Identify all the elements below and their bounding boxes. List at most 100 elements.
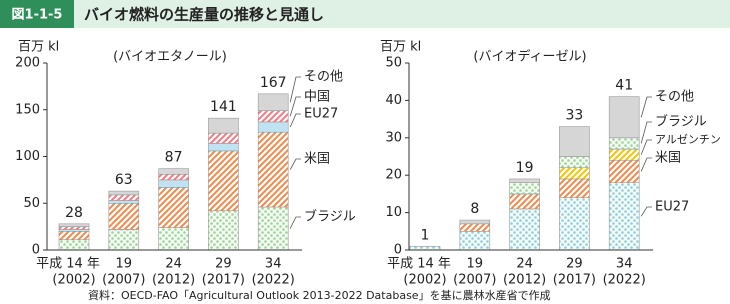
x-tick-label: 24 [516,257,533,272]
y-tick-label: 0 [394,243,402,258]
legend-label: 中国 [304,90,330,105]
bar-segment [509,193,540,210]
x-tick-label: 19 [116,257,133,272]
bar-segment [108,194,140,201]
total-label: 28 [65,205,83,221]
bar-segment [58,223,90,227]
y-tick-label: 20 [385,168,402,183]
bar-segment [158,179,189,188]
bar-segment [509,178,540,183]
x-tick-year: (2017) [553,273,596,288]
x-tick-year: (2022) [603,273,646,288]
legend-leader [289,76,301,103]
bar-segment [459,223,491,232]
bar-segment [208,143,239,152]
bar-segment [409,245,441,251]
x-tick-year: (2017) [202,273,245,288]
legend-label: 米国 [655,151,681,166]
x-tick-label: 24 [165,257,182,272]
total-label: 41 [615,78,633,94]
x-tick-label: 34 [616,257,633,272]
bar-segment [559,178,590,198]
source-note: 資料：OECD-FAO「Agricultural Outlook 2013-20… [88,288,551,302]
bar-segment [608,148,640,161]
legend-leader [640,157,652,172]
y-tick-label: 100 [15,149,40,164]
y-tick-label: 50 [23,196,40,211]
bar-segment [58,239,90,251]
total-label: 33 [565,108,583,124]
total-label: 141 [210,99,237,115]
figure-number: 図1-1-5 [12,8,63,23]
x-tick-label: 29 [215,257,232,272]
x-tick-label: 平成 14 年 [387,257,451,272]
chart-subtitle: (バイオディーゼル) [473,49,586,65]
legend-label: ブラジル [304,209,356,225]
y-tick-label: 200 [15,56,40,71]
x-tick-year: (2012) [152,273,195,288]
bar-segment [158,227,189,251]
y-axis-unit: 百万 kl [380,40,421,55]
y-tick-label: 40 [385,93,402,108]
bar-segment [509,208,540,251]
bar-segment [459,219,491,225]
legend-leader [289,113,301,128]
legend-label: その他 [655,90,694,105]
bar-segment [559,156,590,169]
bar-segment [257,121,289,133]
legend-leader [640,121,652,144]
bar-segment [559,167,590,180]
bar-segment [608,96,640,139]
bar-segment [158,187,189,228]
x-tick-label: 平成 14 年 [36,257,100,272]
bar-segment [509,182,540,195]
x-tick-year: (2007) [102,273,145,288]
chart-subtitle: (バイオエタノール) [113,50,227,65]
legend-label: EU27 [655,200,689,215]
total-label: 8 [470,201,479,217]
legend-leader [289,96,301,117]
bar-segment [608,137,640,150]
y-tick-label: 50 [385,56,402,71]
total-label: 87 [165,150,183,166]
legend-leader [640,139,652,155]
x-tick-year: (2002) [52,273,95,288]
bar-segment [559,197,590,251]
bar-segment [208,150,239,212]
bar-segment [158,168,189,175]
bar-segment [257,110,289,123]
figure-number-box [0,0,74,28]
bar-segment [108,190,140,196]
bar-segment [108,229,140,251]
legend-label: アルゼンチン [655,133,721,146]
bar-segment [158,173,189,181]
bar-segment [257,131,289,208]
bar-segment [608,159,640,183]
bar-segment [608,182,640,251]
total-label: 63 [115,172,133,188]
x-tick-year: (2002) [403,273,446,288]
legend-leader [640,206,652,217]
total-label: 1 [421,227,430,243]
header-bar [0,0,730,28]
legend-label: EU27 [304,107,338,122]
total-label: 19 [516,160,534,176]
x-tick-year: (2012) [503,273,546,288]
legend-leader [640,96,652,118]
bar-segment [208,210,239,251]
x-tick-year: (2007) [453,273,496,288]
y-tick-label: 0 [32,243,40,258]
bar-segment [559,126,590,157]
bar-segment [208,132,239,144]
bar-segment [257,206,289,251]
legend-label: その他 [304,70,343,85]
y-tick-label: 150 [15,102,40,117]
bar-segment [58,231,90,241]
x-tick-year: (2022) [252,273,295,288]
legend-label: 米国 [304,152,330,167]
y-tick-label: 30 [385,130,402,145]
bar-segment [257,93,289,111]
x-tick-label: 34 [265,257,282,272]
bar-segment [58,226,90,230]
